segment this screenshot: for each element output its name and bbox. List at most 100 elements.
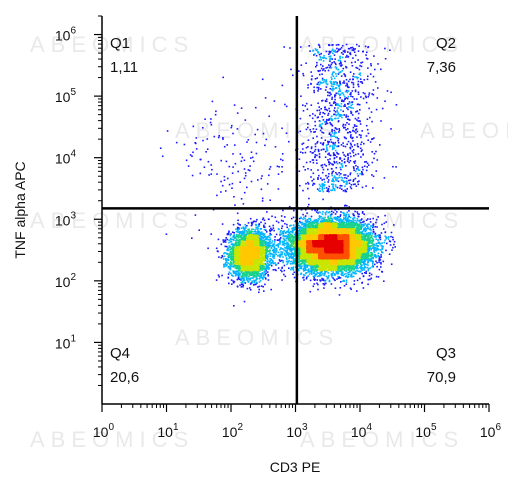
event-dot	[323, 121, 326, 123]
event-dot	[365, 243, 367, 246]
event-dot	[325, 220, 328, 223]
event-dot	[344, 103, 346, 106]
event-dot	[389, 240, 392, 243]
event-dot	[243, 159, 246, 162]
event-dot	[349, 216, 352, 219]
event-dot	[334, 184, 337, 186]
event-dot	[360, 241, 363, 243]
event-dot	[365, 239, 368, 242]
event-dot	[318, 155, 321, 158]
event-dot	[263, 290, 265, 292]
event-dot	[345, 180, 348, 182]
event-dot	[217, 250, 219, 253]
event-dot	[285, 105, 288, 108]
event-dot	[338, 114, 340, 116]
event-dot	[360, 224, 363, 226]
event-dot	[365, 229, 367, 231]
event-dot	[358, 230, 361, 232]
event-dot	[175, 141, 178, 144]
event-dot	[352, 213, 354, 215]
event-dot	[334, 58, 336, 60]
event-dot	[357, 166, 359, 168]
event-dot	[341, 265, 343, 267]
event-dot	[318, 268, 320, 271]
event-dot	[231, 265, 233, 267]
event-dot	[353, 264, 355, 267]
event-dot	[254, 229, 256, 231]
event-dot	[335, 177, 337, 179]
event-dot	[294, 220, 297, 223]
event-dot	[359, 72, 361, 74]
event-dot	[329, 104, 332, 107]
event-dot	[355, 221, 358, 224]
event-dot	[237, 241, 240, 244]
event-dot	[228, 255, 230, 257]
event-dot	[358, 180, 360, 182]
event-dot	[366, 234, 369, 236]
event-dot	[306, 226, 309, 228]
event-dot	[236, 227, 239, 230]
event-dot	[342, 180, 345, 182]
event-dot	[325, 120, 328, 123]
event-dot	[287, 260, 289, 263]
event-dot	[367, 257, 370, 260]
event-dot	[298, 158, 301, 160]
event-dot	[327, 179, 330, 181]
event-dot	[315, 54, 318, 57]
event-dot	[390, 263, 393, 265]
event-dot	[384, 235, 386, 237]
event-dot	[349, 173, 351, 176]
event-dot	[281, 267, 283, 269]
event-dot	[307, 275, 309, 277]
event-dot	[236, 241, 239, 244]
event-dot	[347, 220, 350, 222]
event-dot	[292, 266, 295, 268]
event-dot	[243, 231, 246, 234]
event-dot	[331, 221, 333, 224]
event-dot	[266, 247, 268, 249]
event-dot	[281, 253, 283, 256]
event-dot	[282, 248, 284, 250]
event-dot	[335, 270, 338, 273]
event-dot	[329, 138, 332, 141]
event-dot	[340, 100, 343, 102]
event-dot	[372, 93, 375, 96]
event-dot	[221, 274, 223, 277]
watermark-text: ABEOMICS	[30, 32, 194, 57]
event-dot	[233, 265, 235, 268]
event-dot	[363, 228, 366, 231]
event-dot	[362, 260, 365, 263]
event-dot	[378, 259, 380, 262]
event-dot	[331, 83, 333, 86]
event-dot	[292, 239, 295, 241]
watermark-text: ABEOMICS	[30, 208, 194, 233]
event-dot	[335, 172, 337, 174]
event-dot	[294, 245, 297, 248]
event-dot	[368, 232, 370, 234]
event-dot	[318, 83, 320, 86]
event-dot	[279, 233, 281, 235]
event-dot	[259, 248, 261, 250]
event-dot	[330, 123, 332, 125]
event-dot	[373, 249, 376, 251]
event-dot	[329, 221, 332, 223]
event-dot	[362, 241, 365, 244]
event-dot	[341, 271, 343, 273]
event-dot	[246, 224, 248, 227]
event-dot	[310, 266, 312, 269]
event-dot	[333, 175, 336, 177]
event-dot	[361, 212, 364, 214]
event-dot	[266, 236, 268, 238]
event-dot	[294, 235, 297, 237]
event-dot	[253, 264, 256, 267]
event-dot	[334, 189, 336, 192]
event-dot	[356, 269, 358, 272]
event-dot	[331, 98, 333, 100]
event-dot	[377, 63, 379, 65]
event-dot	[291, 262, 293, 265]
event-dot	[287, 228, 290, 230]
event-dot	[375, 275, 378, 278]
event-dot	[324, 216, 326, 219]
event-dot	[349, 119, 351, 121]
event-dot	[287, 261, 289, 264]
